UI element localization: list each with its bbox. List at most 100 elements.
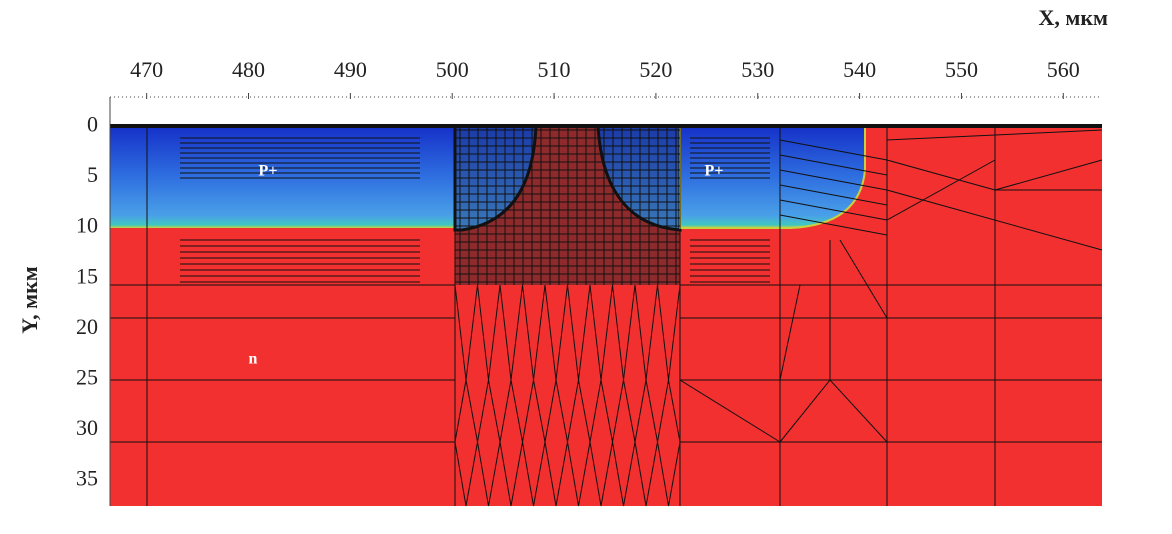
mesh-line — [499, 441, 512, 507]
mesh-line — [634, 284, 647, 381]
mesh-line — [510, 284, 523, 381]
mesh-line — [578, 379, 591, 443]
mesh-line — [477, 441, 489, 507]
mesh-line — [544, 379, 557, 443]
mesh-line — [645, 441, 658, 507]
mesh-line — [679, 379, 781, 443]
mesh-line — [589, 441, 602, 507]
mesh-line — [634, 441, 647, 507]
mesh-line — [488, 441, 501, 507]
mesh-line — [886, 159, 996, 221]
y-tick-label: 15 — [76, 263, 98, 288]
mesh-line — [589, 379, 602, 443]
mesh-line — [488, 379, 501, 443]
mesh-line — [533, 441, 546, 507]
mesh-line — [668, 441, 681, 507]
mesh-line — [454, 284, 467, 381]
mesh-line — [645, 379, 658, 443]
x-tick-label: 500 — [436, 57, 469, 82]
x-tick-label: 470 — [130, 57, 163, 82]
mesh-line — [994, 159, 1103, 191]
mesh-line — [499, 284, 512, 381]
mesh-line — [779, 214, 888, 236]
mesh-line — [600, 379, 613, 443]
mesh-line — [454, 441, 467, 507]
mesh-line — [499, 379, 512, 443]
x-tick-label: 510 — [538, 57, 571, 82]
mesh-line — [839, 239, 888, 319]
mesh-line — [600, 284, 613, 381]
mesh-line — [555, 284, 568, 381]
y-tick-label: 10 — [76, 213, 98, 238]
y-tick-label: 0 — [87, 111, 98, 136]
mesh-line — [657, 284, 669, 381]
mesh-line — [544, 441, 557, 507]
mesh-line — [634, 379, 647, 443]
mesh-line — [612, 379, 624, 443]
p-region — [110, 126, 455, 228]
mesh-line — [567, 441, 579, 507]
mesh-line — [533, 284, 546, 381]
mesh-line — [612, 441, 624, 507]
mesh-line — [668, 379, 681, 443]
mesh-line — [488, 284, 501, 381]
y-tick-label: 30 — [76, 415, 98, 440]
mesh-line — [544, 284, 557, 381]
mesh-line — [555, 379, 568, 443]
mesh-line — [510, 379, 523, 443]
x-axis-label: X, мкм — [1038, 5, 1108, 30]
mesh-line — [589, 284, 602, 381]
mesh-line — [623, 284, 636, 381]
mesh-line — [623, 379, 636, 443]
mesh-line — [465, 284, 478, 381]
mesh-line — [779, 184, 888, 206]
mesh-line — [567, 379, 579, 443]
mesh-line — [477, 284, 489, 381]
x-tick-label: 540 — [843, 57, 876, 82]
mesh-line — [567, 284, 579, 381]
mesh-line — [779, 199, 888, 221]
mesh-line — [779, 139, 888, 161]
y-tick-label: 5 — [87, 162, 98, 187]
mesh — [110, 126, 1103, 507]
mesh-line — [510, 441, 523, 507]
mesh-line — [829, 379, 888, 443]
mesh-line — [668, 284, 681, 381]
mesh-line — [779, 379, 831, 443]
x-tick-label: 490 — [334, 57, 367, 82]
mesh-line — [454, 379, 467, 443]
annotation: P+ — [259, 163, 278, 180]
x-tick-label: 520 — [639, 57, 672, 82]
mesh-line — [657, 441, 669, 507]
mesh-line — [657, 379, 669, 443]
mesh-line — [465, 441, 478, 507]
mesh-line — [522, 379, 534, 443]
mesh-line — [522, 284, 534, 381]
mesh-line — [886, 159, 996, 191]
mesh-line — [623, 441, 636, 507]
y-tick-label: 35 — [76, 466, 98, 491]
y-tick-label: 20 — [76, 314, 98, 339]
mesh-line — [578, 284, 591, 381]
mesh-line — [477, 379, 489, 443]
mesh-line — [612, 284, 624, 381]
mesh-line — [779, 154, 888, 176]
x-tick-label: 550 — [945, 57, 978, 82]
annotation: n — [249, 351, 258, 368]
mesh-line — [578, 441, 591, 507]
y-tick-label: 25 — [76, 364, 98, 389]
mesh-line — [600, 441, 613, 507]
mesh-line — [645, 284, 658, 381]
mesh-line — [533, 379, 546, 443]
y-axis-label: Y, мкм — [17, 266, 42, 334]
x-tick-label: 530 — [741, 57, 774, 82]
x-tick-label: 560 — [1047, 57, 1080, 82]
annotation: P+ — [705, 163, 724, 180]
mesh-line — [522, 441, 534, 507]
mesh-line — [465, 379, 478, 443]
mesh-line — [886, 129, 1103, 141]
mesh-line — [555, 441, 568, 507]
x-tick-label: 480 — [232, 57, 265, 82]
